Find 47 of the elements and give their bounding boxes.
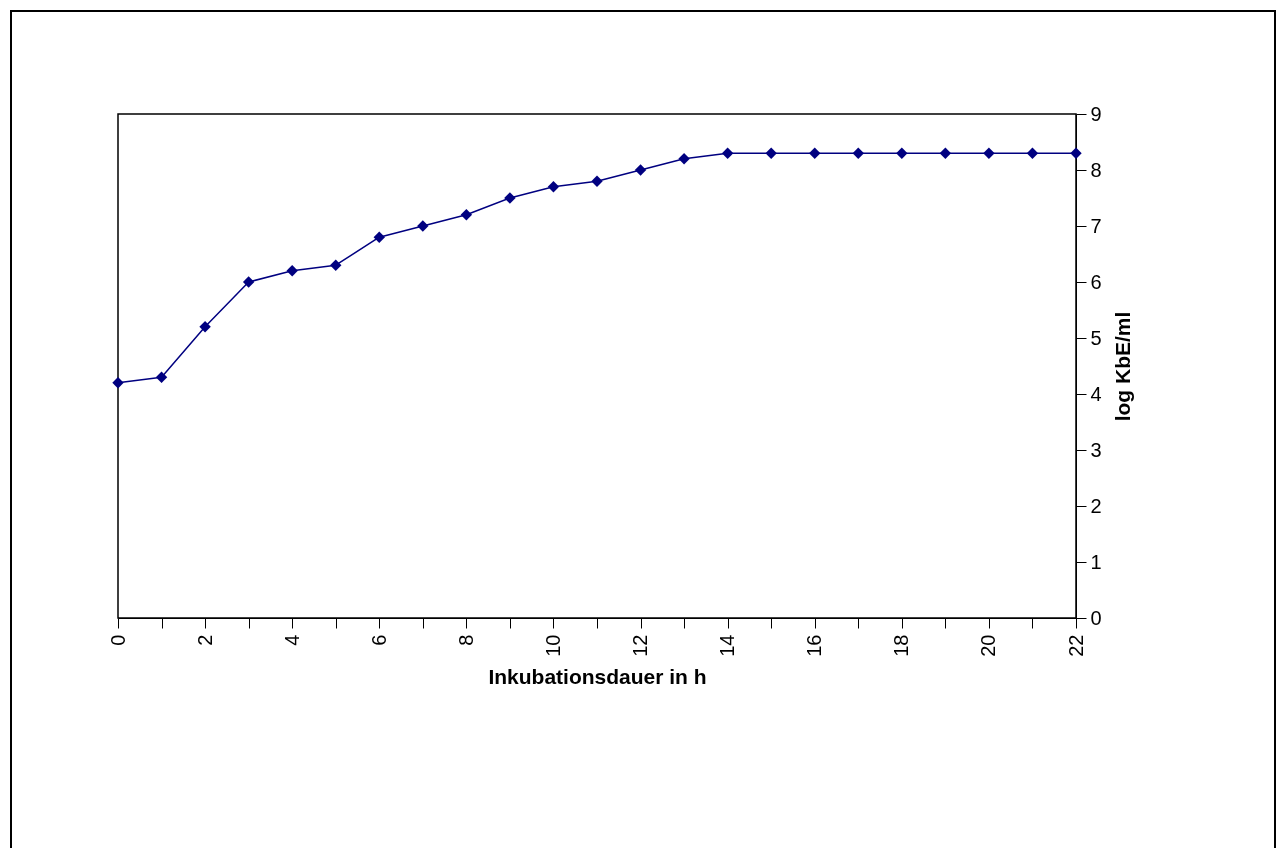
x-tick-label: 20: [977, 634, 1000, 657]
y-tick-label: 6: [1090, 270, 1102, 293]
y-tick-label: 9: [1090, 102, 1102, 125]
y-tick-label: 5: [1090, 326, 1102, 349]
y-axis-title: log KbE/ml: [1110, 311, 1134, 422]
point: [460, 209, 473, 221]
x-tick-label: 0: [106, 634, 129, 646]
x-tick-label: 4: [280, 634, 303, 646]
point: [983, 147, 995, 159]
x-tick-label: 12: [629, 634, 652, 657]
point: [1070, 147, 1082, 159]
point: [765, 147, 777, 159]
point: [286, 265, 298, 277]
point: [242, 276, 255, 288]
point: [547, 181, 560, 193]
x-tick-label: 10: [541, 634, 564, 657]
y-tick-label: 3: [1090, 438, 1102, 461]
y-tick-label: 1: [1090, 550, 1102, 573]
point: [112, 377, 124, 389]
point: [852, 147, 864, 159]
x-axis-title: Inkubationsdauer in h: [488, 664, 707, 688]
point: [634, 164, 647, 176]
x-tick-label: 22: [1064, 634, 1087, 657]
point: [1026, 147, 1039, 159]
y-tick-label: 7: [1090, 214, 1102, 237]
x-tick-label: 18: [890, 634, 913, 657]
x-tick-label: 16: [803, 634, 826, 657]
point: [373, 231, 385, 243]
point: [417, 220, 429, 232]
y-tick-label: 0: [1090, 606, 1102, 629]
point: [939, 147, 952, 159]
y-tick-label: 8: [1090, 158, 1102, 181]
x-tick-label: 8: [454, 634, 477, 646]
y-tick-label: 4: [1090, 382, 1102, 405]
point: [330, 259, 342, 271]
point: [896, 147, 908, 159]
x-tick-label: 2: [193, 634, 216, 646]
point: [199, 321, 211, 333]
y-tick-label: 2: [1090, 494, 1102, 517]
point: [504, 192, 516, 204]
x-tick-label: 6: [367, 634, 390, 646]
point: [809, 147, 821, 159]
point: [678, 153, 690, 165]
point: [721, 147, 734, 159]
x-tick-label: 14: [716, 634, 739, 657]
point: [591, 175, 603, 187]
point: [155, 371, 168, 383]
